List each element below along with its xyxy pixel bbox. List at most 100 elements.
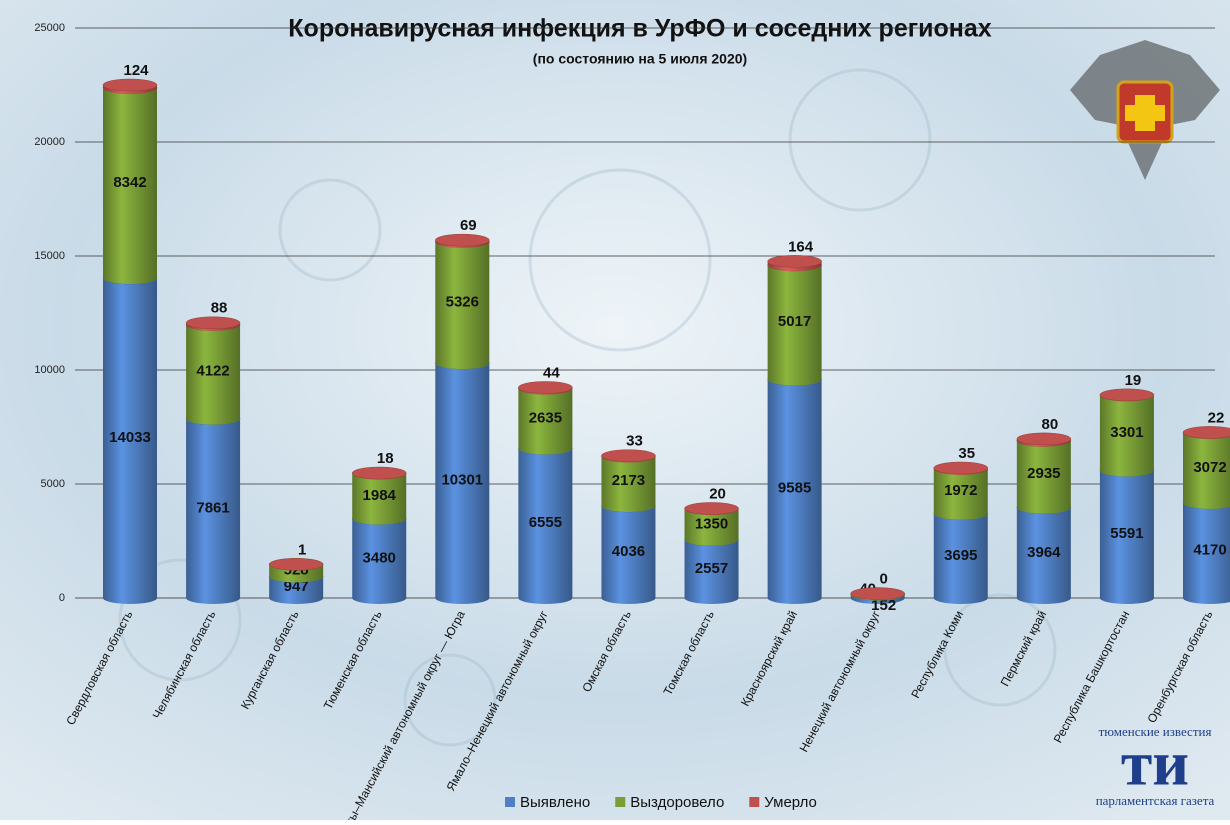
value-label: 80 xyxy=(1042,416,1059,433)
value-label: 2635 xyxy=(529,409,562,426)
cylinder-segment xyxy=(601,505,656,604)
value-label: 2935 xyxy=(1027,465,1060,482)
cylinder-segment xyxy=(933,468,988,520)
y-tick-label: 20000 xyxy=(34,136,65,148)
value-label: 3301 xyxy=(1110,424,1143,441)
y-tick-label: 0 xyxy=(59,592,65,604)
cylinder-segment xyxy=(1183,502,1230,604)
value-label: 4122 xyxy=(196,363,229,380)
segment-cap xyxy=(601,449,656,462)
value-label: 152 xyxy=(871,597,896,614)
bar-group: 4170 3072 22 xyxy=(1182,409,1230,604)
bar-group: 5591 3301 19 xyxy=(1099,372,1155,604)
cylinder-segment xyxy=(684,508,739,546)
segment-cap xyxy=(102,78,158,92)
segment-cap xyxy=(1099,388,1155,402)
bar-group: 152400 xyxy=(850,571,905,614)
brand-mark: ти xyxy=(1121,728,1189,799)
segment-cap xyxy=(268,558,324,571)
value-label: 3964 xyxy=(1027,544,1061,561)
value-label: 164 xyxy=(788,238,814,255)
value-label: 124 xyxy=(123,62,149,79)
value-label: 3480 xyxy=(363,549,396,566)
segment-cap xyxy=(1182,426,1230,439)
segment-cap xyxy=(518,381,573,394)
value-label: 33 xyxy=(626,433,643,450)
bar-group: 14033 8342 124 xyxy=(102,62,158,604)
y-tick-label: 15000 xyxy=(34,250,65,262)
chart-title: Коронавирусная инфекция в УрФО и соседни… xyxy=(288,15,991,43)
cylinder-segment xyxy=(1016,440,1071,514)
chart-subtitle: (по состоянию на 5 июля 2020) xyxy=(533,51,747,67)
legend-swatch xyxy=(615,797,626,807)
value-label: 3072 xyxy=(1193,459,1226,476)
bar-group: 4036 2173 33 xyxy=(601,433,656,604)
cylinder-segment xyxy=(269,576,324,604)
segment-cap xyxy=(850,587,905,600)
branding: тюменские известия ти парламентская газе… xyxy=(1096,724,1215,808)
legend-label: Выздоровело xyxy=(630,794,724,811)
brand-top: тюменские известия xyxy=(1099,724,1212,739)
bar-group: 3480 1984 18 xyxy=(351,450,407,604)
value-label: 5591 xyxy=(1110,525,1143,542)
bar-group: 2557 1350 20 xyxy=(684,485,739,604)
cylinder-segment xyxy=(103,278,157,604)
value-label: 1350 xyxy=(695,515,728,532)
bar-group: 7861 4122 88 xyxy=(185,300,241,604)
y-tick-label: 5000 xyxy=(41,478,65,490)
cylinder-segment xyxy=(186,324,241,425)
value-label: 3695 xyxy=(944,547,977,564)
cylinder-segment xyxy=(767,265,822,386)
bar-group: 9475281 xyxy=(268,541,324,604)
segment-cap xyxy=(185,316,241,330)
value-label: 2173 xyxy=(612,472,645,489)
value-label: 9585 xyxy=(778,480,811,497)
cylinder-segment xyxy=(518,448,573,604)
value-label: 2557 xyxy=(695,560,728,577)
value-label: 4036 xyxy=(612,543,645,560)
value-label: 8342 xyxy=(113,174,146,191)
cylinder-segment xyxy=(1183,432,1230,509)
value-label: 5017 xyxy=(778,313,811,330)
cylinder-segment xyxy=(103,87,157,285)
value-label: 22 xyxy=(1208,409,1225,426)
value-label: 1 xyxy=(298,541,306,558)
emblem xyxy=(1070,40,1220,180)
y-tick-label: 10000 xyxy=(34,364,65,376)
cylinder-segment xyxy=(1099,395,1154,477)
value-label: 7861 xyxy=(196,499,229,516)
segment-cap xyxy=(933,461,989,475)
value-label: 35 xyxy=(958,445,975,462)
bar-group: 3695 1972 35 xyxy=(933,445,989,604)
value-label: 1984 xyxy=(363,487,397,504)
legend-label: Выявлено xyxy=(520,794,590,811)
cylinder-segment xyxy=(1016,507,1071,604)
value-label: 947 xyxy=(284,578,309,595)
virus-decor xyxy=(118,68,1057,747)
value-label: 14033 xyxy=(109,429,151,446)
cylinder-segment xyxy=(767,379,822,604)
brand-bottom: парламентская газета xyxy=(1096,793,1215,808)
value-label: 4170 xyxy=(1193,541,1226,558)
value-label: 10301 xyxy=(441,472,483,489)
value-label: 20 xyxy=(709,485,726,502)
cylinder-segment xyxy=(933,513,988,604)
value-label: 0 xyxy=(880,571,888,588)
segment-cap xyxy=(684,502,739,515)
cylinder-segment xyxy=(352,473,407,525)
segment-cap xyxy=(767,255,822,268)
cylinder-segment xyxy=(435,363,490,604)
bar-group: 6555 2635 44 xyxy=(518,364,573,604)
cylinder-segment xyxy=(435,241,490,370)
bar-group: 3964 2935 80 xyxy=(1016,416,1072,604)
legend-swatch xyxy=(505,797,515,807)
legend-swatch xyxy=(749,797,760,807)
value-label: 69 xyxy=(460,217,477,234)
value-label: 1972 xyxy=(944,482,977,499)
cylinder-segment xyxy=(518,388,573,455)
cylinder-segment xyxy=(601,456,656,512)
value-label: 88 xyxy=(211,300,228,317)
segment-cap xyxy=(351,466,407,480)
